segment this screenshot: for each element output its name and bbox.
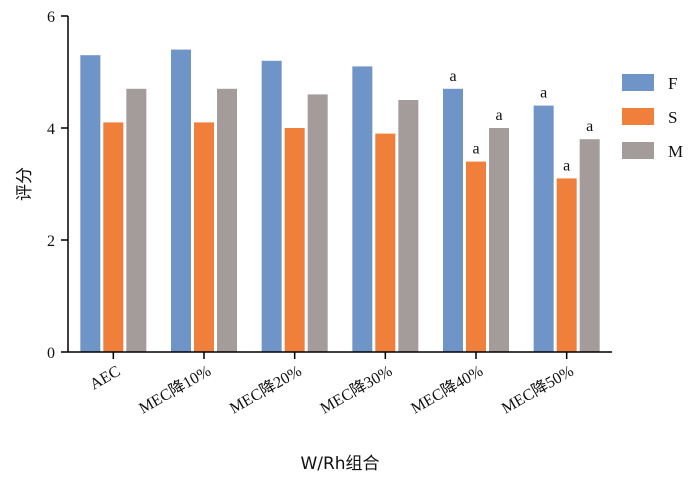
y-axis-title: 评分 [15,167,35,201]
bar-F-3 [352,66,373,353]
legend-swatch-S [622,108,654,125]
bar-annotation: a [472,141,479,158]
x-tick-label: MEC降30% [317,362,395,418]
bar-annotation: a [449,68,456,85]
legend-label-S: S [668,108,677,127]
bars-layer [80,49,600,353]
y-tick-label: 2 [47,233,55,250]
legend: FSM [622,74,683,161]
bar-S-1 [194,122,214,353]
bar-S-5 [556,178,577,352]
y-tick-label: 0 [47,345,55,362]
bar-M-5 [579,139,600,352]
bar-annotation: a [540,85,547,102]
x-tick-label: MEC降40% [408,362,486,418]
bar-annotation: a [586,118,593,135]
bar-M-1 [217,88,237,353]
legend-swatch-M [622,142,654,159]
bar-S-2 [284,128,305,352]
bar-S-3 [375,133,396,352]
bar-F-4 [443,88,463,353]
bar-F-2 [261,60,282,353]
bar-M-2 [307,94,328,353]
x-tick-label: MEC降50% [498,362,576,418]
bar-F-0 [80,55,101,352]
x-tick-label: AEC [87,363,123,394]
x-ticks: AEC MEC降10% MEC降20% MEC降30% MEC降40% MEC降50% [87,352,577,417]
bar-annotation: a [495,107,502,124]
bar-M-3 [398,100,419,352]
legend-label-F: F [668,74,677,93]
x-axis-title: W/Rh组合 [300,454,379,474]
y-ticks: 0 2 4 6 [47,9,68,362]
legend-swatch-F [622,74,654,91]
legend-label-M: M [668,142,683,161]
bar-S-0 [103,122,124,353]
bar-M-0 [126,88,147,353]
bar-F-5 [533,105,554,352]
bar-M-4 [489,128,509,352]
bar-F-1 [171,49,191,352]
x-tick-label: MEC降20% [226,362,304,418]
y-tick-label: 4 [47,121,55,138]
x-tick-label: MEC降10% [136,362,214,418]
bar-annotation: a [563,157,570,174]
bar-S-4 [466,161,486,352]
y-tick-label: 6 [47,9,55,26]
